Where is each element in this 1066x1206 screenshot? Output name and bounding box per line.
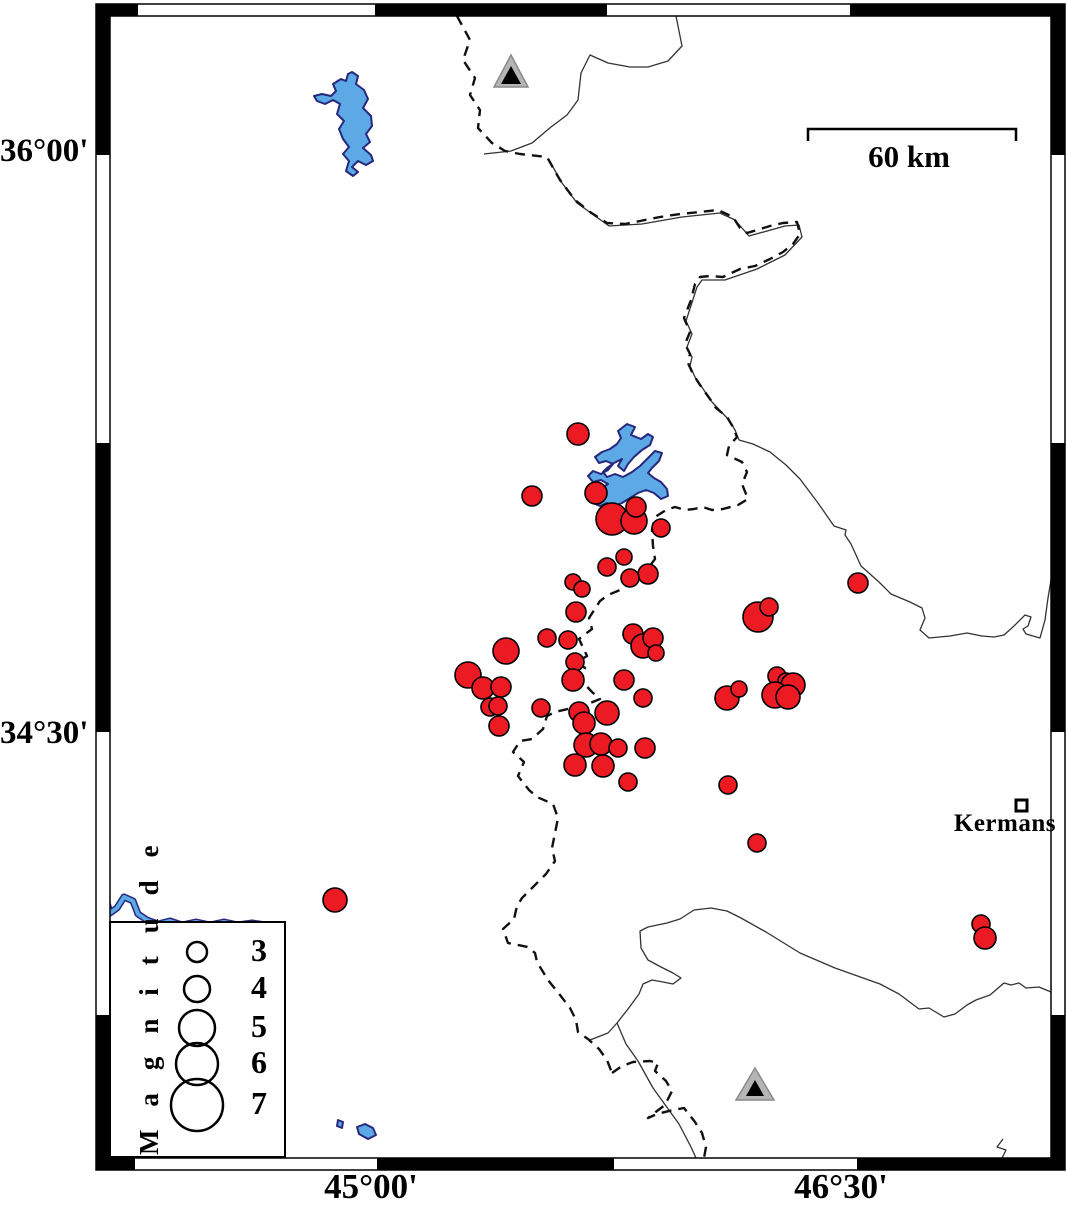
frame-band-top xyxy=(375,4,607,16)
province-line xyxy=(996,1138,1007,1158)
frame-band-right xyxy=(1051,4,1065,155)
epicenter-marker xyxy=(633,688,653,708)
frame-band-right xyxy=(1051,443,1065,732)
scalebar-label: 60 km xyxy=(868,139,950,174)
frame-inner xyxy=(109,15,1052,1159)
frame-band-right xyxy=(1051,1015,1065,1170)
epicenter-marker xyxy=(651,518,671,538)
legend-magnitude-circle xyxy=(177,1008,217,1048)
epicenter-marker xyxy=(561,668,585,692)
province-line xyxy=(589,907,1051,1041)
legend-magnitude-circle xyxy=(185,940,209,964)
epicenter-marker xyxy=(597,557,617,577)
epicenter-marker xyxy=(775,684,801,710)
lake-polygon xyxy=(313,71,374,177)
frame-band-left xyxy=(96,443,110,732)
epicenter-marker xyxy=(718,775,738,795)
epicenter-marker xyxy=(594,700,620,726)
epicenter-marker xyxy=(847,572,869,594)
frame-band-bottom xyxy=(857,1158,1051,1170)
epicenter-marker xyxy=(759,597,779,617)
epicenter-marker xyxy=(620,568,640,588)
legend-magnitude-circle xyxy=(182,974,212,1004)
province-line xyxy=(616,1022,697,1158)
epicenter-marker xyxy=(634,737,656,759)
epicenter-marker xyxy=(615,548,633,566)
legend-magnitude-value: 6 xyxy=(251,1044,267,1080)
legend-magnitude-circle xyxy=(169,1077,225,1133)
epicenter-marker xyxy=(608,738,628,758)
epicenter-marker xyxy=(521,485,543,507)
epicenter-marker xyxy=(322,887,348,913)
epicenter-marker xyxy=(490,676,512,698)
scalebar xyxy=(806,127,1018,141)
epicenter-marker xyxy=(565,652,585,672)
epicenter-marker xyxy=(573,580,591,598)
lake-polygon xyxy=(356,1123,377,1140)
city-label-kermanshah: Kermans xyxy=(953,810,1056,837)
epicenter-marker xyxy=(618,772,638,792)
province-line xyxy=(548,159,803,441)
legend-magnitude-value: 5 xyxy=(251,1008,267,1044)
international-border-dashed xyxy=(611,1059,708,1158)
epicenter-marker xyxy=(572,711,596,735)
lake-polygon xyxy=(587,423,669,507)
international-border-dashed xyxy=(455,16,802,1074)
latitude-label-36-00: 36°00' xyxy=(0,133,89,169)
epicenter-marker xyxy=(488,715,510,737)
epicenter-marker xyxy=(563,753,587,777)
legend-magnitude-value: 4 xyxy=(251,969,267,1005)
triangle-marker-inner xyxy=(501,66,521,84)
frame-band-left xyxy=(96,4,110,155)
epicenter-marker xyxy=(492,637,520,665)
legend-title-magnitude: M a g n i t u d e xyxy=(134,837,164,1155)
longitude-label-45-00: 45°00' xyxy=(324,1167,418,1206)
province-line xyxy=(483,16,683,155)
epicenter-marker xyxy=(647,644,665,662)
city-square-marker xyxy=(1014,798,1029,813)
epicenter-marker xyxy=(589,732,613,756)
frame-outer xyxy=(95,3,1066,1171)
legend-magnitude-value: 3 xyxy=(251,932,267,968)
epicenter-marker xyxy=(531,698,551,718)
epicenter-marker xyxy=(747,833,767,853)
epicenter-marker xyxy=(584,481,608,505)
epicenter-marker xyxy=(566,422,590,446)
epicenter-marker xyxy=(625,496,647,518)
longitude-label-46-30: 46°30' xyxy=(794,1167,888,1206)
frame-band-top xyxy=(850,4,1051,16)
latitude-label-34-30: 34°30' xyxy=(0,715,89,751)
frame-band-bottom xyxy=(377,1158,614,1170)
epicenter-marker xyxy=(537,628,557,648)
triangle-marker-inner xyxy=(746,1080,764,1096)
epicenter-marker xyxy=(973,926,997,950)
legend-magnitude-circle xyxy=(174,1041,220,1087)
legend-magnitude-value: 7 xyxy=(251,1085,267,1121)
frame-band-left xyxy=(96,1015,110,1170)
epicenter-marker xyxy=(565,601,587,623)
epicenter-marker xyxy=(613,669,635,691)
epicenter-marker xyxy=(488,696,508,716)
epicenter-marker xyxy=(730,680,748,698)
province-line xyxy=(738,439,1051,639)
epicenter-marker xyxy=(637,563,659,585)
epicenter-marker xyxy=(591,754,615,778)
epicenter-marker xyxy=(558,630,578,650)
lake-polygon xyxy=(336,1119,344,1129)
